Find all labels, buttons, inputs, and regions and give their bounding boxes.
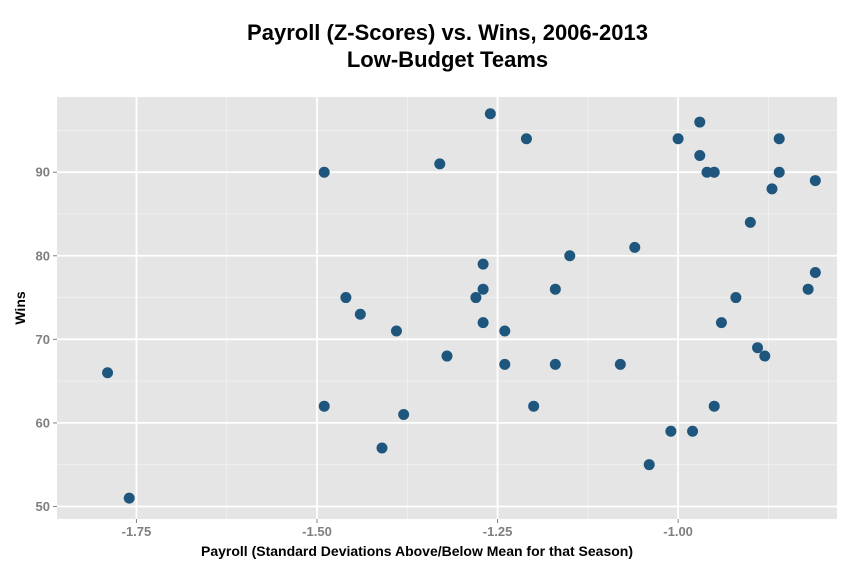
data-point xyxy=(499,358,511,370)
data-point xyxy=(744,216,756,228)
data-point xyxy=(629,241,641,253)
x-tick-label: -1.75 xyxy=(122,524,152,539)
y-axis-title: Wins xyxy=(12,291,28,325)
grid-lines xyxy=(57,97,837,519)
data-point xyxy=(441,350,453,362)
y-tick-label: 50 xyxy=(36,499,50,514)
data-point xyxy=(730,292,742,304)
data-point xyxy=(715,317,727,329)
x-tick-label: -1.50 xyxy=(302,524,332,539)
data-point xyxy=(376,442,388,454)
data-point xyxy=(470,292,482,304)
data-point xyxy=(665,425,677,437)
data-point xyxy=(477,317,489,329)
data-point xyxy=(766,183,778,195)
data-point xyxy=(694,116,706,128)
y-tick-label: 90 xyxy=(36,165,50,180)
data-point xyxy=(809,175,821,187)
data-point xyxy=(614,358,626,370)
data-point xyxy=(340,292,352,304)
x-axis-title: Payroll (Standard Deviations Above/Below… xyxy=(201,543,633,559)
data-point xyxy=(643,459,655,471)
data-point xyxy=(477,283,489,295)
data-point xyxy=(687,425,699,437)
data-points xyxy=(102,108,821,504)
data-point xyxy=(672,133,684,145)
data-point xyxy=(398,409,410,421)
chart-subtitle: Low-Budget Teams xyxy=(346,47,549,72)
data-point xyxy=(549,283,561,295)
data-point xyxy=(528,400,540,412)
y-tick-label: 70 xyxy=(36,332,50,347)
y-axis-ticks: 50 60 70 80 90 xyxy=(36,165,57,514)
chart-title: Payroll (Z-Scores) vs. Wins, 2006-2013 xyxy=(247,20,648,45)
data-point xyxy=(708,400,720,412)
data-point xyxy=(318,400,330,412)
data-point xyxy=(434,158,446,170)
data-point xyxy=(564,250,576,262)
data-point xyxy=(484,108,496,120)
y-tick-label: 60 xyxy=(36,415,50,430)
x-tick-label: -1.00 xyxy=(663,524,693,539)
data-point xyxy=(773,166,785,178)
data-point xyxy=(802,283,814,295)
y-tick-label: 80 xyxy=(36,248,50,263)
data-point xyxy=(354,308,366,320)
data-point xyxy=(694,149,706,161)
data-point xyxy=(477,258,489,270)
data-point xyxy=(752,342,764,354)
data-point xyxy=(318,166,330,178)
data-point xyxy=(102,367,114,379)
data-point xyxy=(549,358,561,370)
data-point xyxy=(708,166,720,178)
data-point xyxy=(520,133,532,145)
data-point xyxy=(759,350,771,362)
x-axis-ticks: -1.75 -1.50 -1.25 -1.00 xyxy=(122,519,693,539)
plot-panel xyxy=(57,97,837,519)
x-tick-label: -1.25 xyxy=(483,524,513,539)
data-point xyxy=(499,325,511,337)
data-point xyxy=(390,325,402,337)
data-point xyxy=(123,492,135,504)
data-point xyxy=(809,266,821,278)
data-point xyxy=(773,133,785,145)
